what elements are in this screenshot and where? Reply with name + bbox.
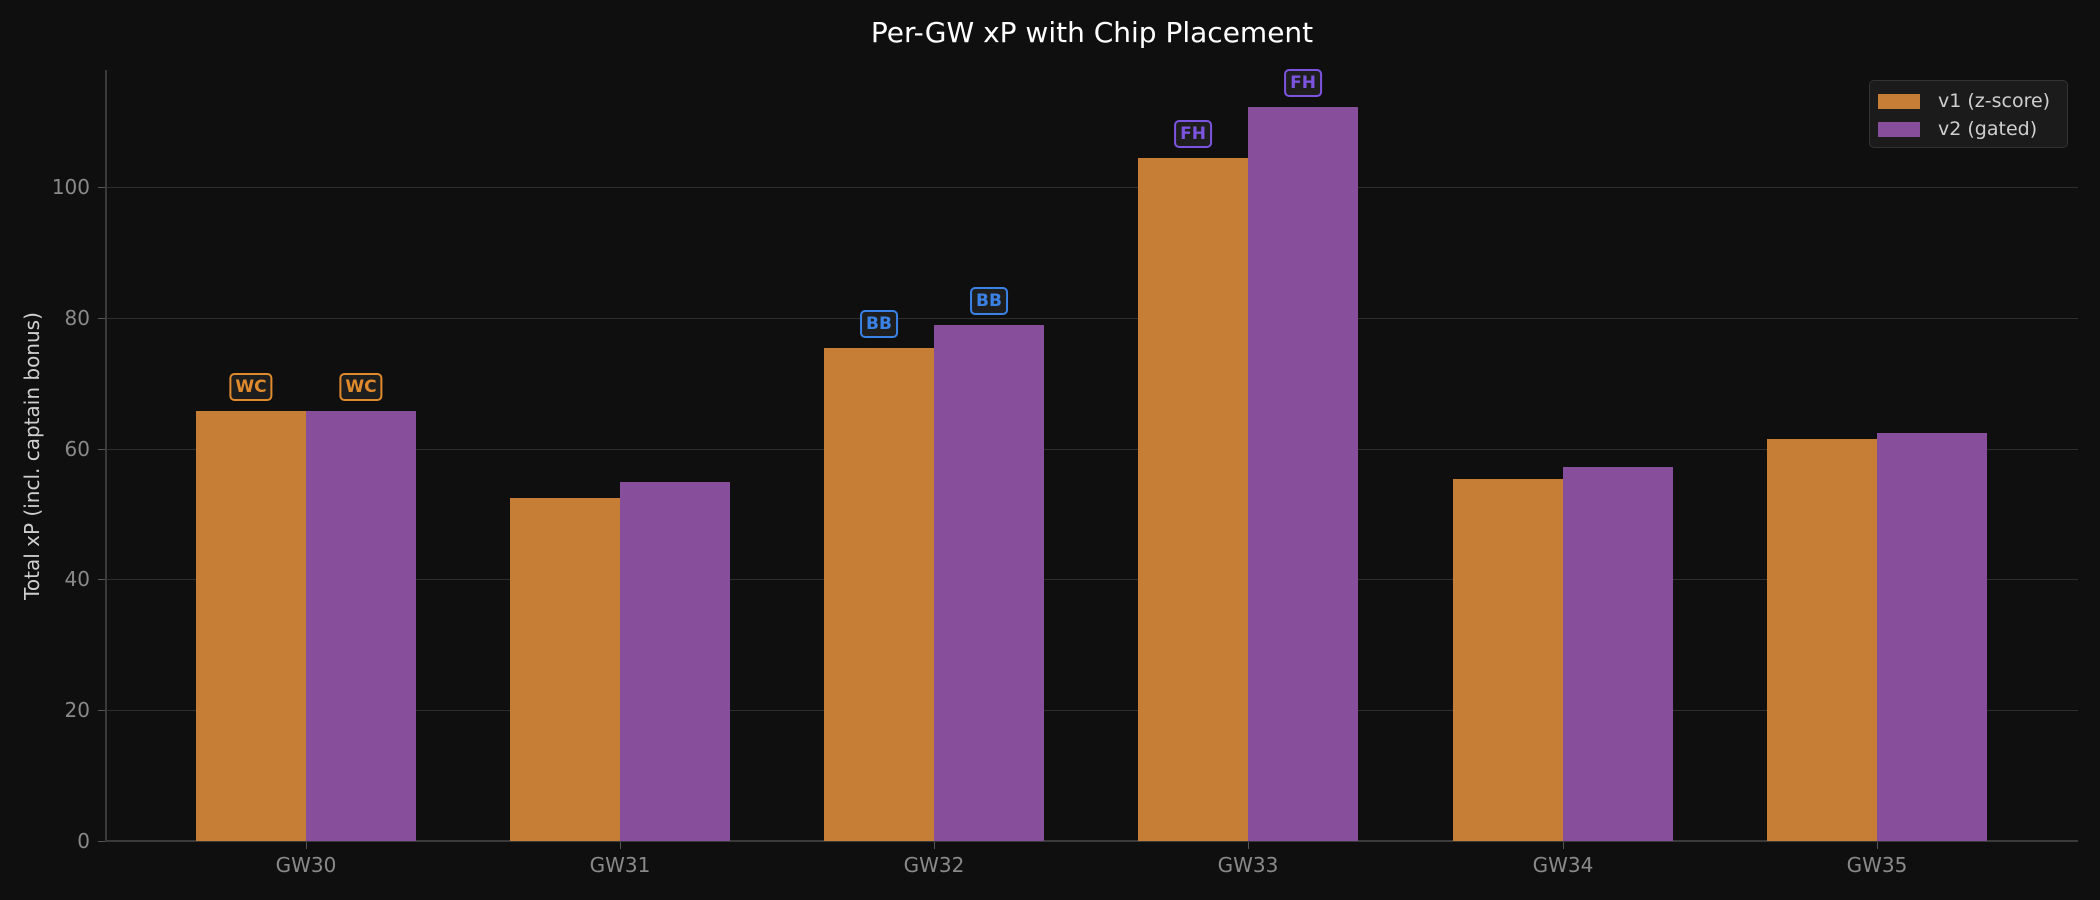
x-tick-label: GW33	[1217, 853, 1279, 877]
x-tick-label: GW34	[1532, 853, 1594, 877]
bar-gw33-v2	[1248, 107, 1358, 841]
y-tick-label: 20	[64, 698, 90, 722]
chip-badge-fh: FH	[1174, 120, 1212, 149]
y-tick-label: 100	[51, 175, 90, 199]
chip-badge-wc: WC	[229, 373, 273, 402]
bar-gw30-v1	[196, 411, 306, 841]
gridline	[107, 579, 2078, 580]
bar-gw30-v2	[306, 411, 416, 841]
x-tick-label: GW30	[275, 853, 337, 877]
bar-gw35-v2	[1877, 432, 1987, 841]
chip-badge-bb: BB	[860, 309, 898, 338]
x-axis-line	[105, 840, 2078, 842]
legend-swatch-v2	[1878, 121, 1920, 137]
bar-gw31-v2	[620, 481, 730, 841]
chip-badge-wc: WC	[339, 373, 383, 402]
x-tick-label: GW31	[589, 853, 651, 877]
gridline	[107, 187, 2078, 188]
y-tick-label: 80	[64, 306, 90, 330]
legend-item-v1: v1 (z-score)	[1878, 89, 2050, 113]
gridline	[107, 318, 2078, 319]
bar-gw31-v1	[510, 498, 620, 841]
legend-swatch-v1	[1878, 93, 1920, 109]
y-tick-label: 60	[64, 437, 90, 461]
legend-item-v2: v2 (gated)	[1878, 117, 2037, 141]
x-tick-label: GW32	[903, 853, 965, 877]
x-tick-label: GW35	[1846, 853, 1908, 877]
y-tick-label: 40	[64, 567, 90, 591]
bar-gw32-v2	[934, 324, 1044, 841]
gridline	[107, 449, 2078, 450]
y-tick-label: 0	[77, 829, 90, 853]
legend: v1 (z-score) v2 (gated)	[1869, 80, 2068, 148]
bar-gw32-v1	[824, 347, 934, 841]
x-tick	[620, 842, 621, 849]
x-tick	[1877, 842, 1878, 849]
y-tick	[98, 449, 105, 450]
legend-label-v1: v1 (z-score)	[1938, 90, 2051, 112]
x-tick	[1248, 842, 1249, 849]
legend-label-v2: v2 (gated)	[1938, 118, 2038, 140]
bar-gw34-v2	[1563, 466, 1673, 841]
chart-title: Per-GW xP with Chip Placement	[870, 16, 1314, 49]
x-tick	[934, 842, 935, 849]
y-tick	[98, 318, 105, 319]
x-tick	[306, 842, 307, 849]
x-tick	[1563, 842, 1564, 849]
bar-gw33-v1	[1138, 158, 1248, 841]
bar-gw35-v1	[1767, 438, 1877, 841]
chip-badge-fh: FH	[1284, 69, 1322, 98]
y-tick	[98, 579, 105, 580]
bar-gw34-v1	[1453, 478, 1563, 841]
y-tick	[98, 710, 105, 711]
y-axis-line	[105, 70, 107, 842]
y-tick	[98, 841, 105, 842]
y-tick	[98, 187, 105, 188]
gridline	[107, 710, 2078, 711]
chip-badge-bb: BB	[970, 286, 1008, 315]
